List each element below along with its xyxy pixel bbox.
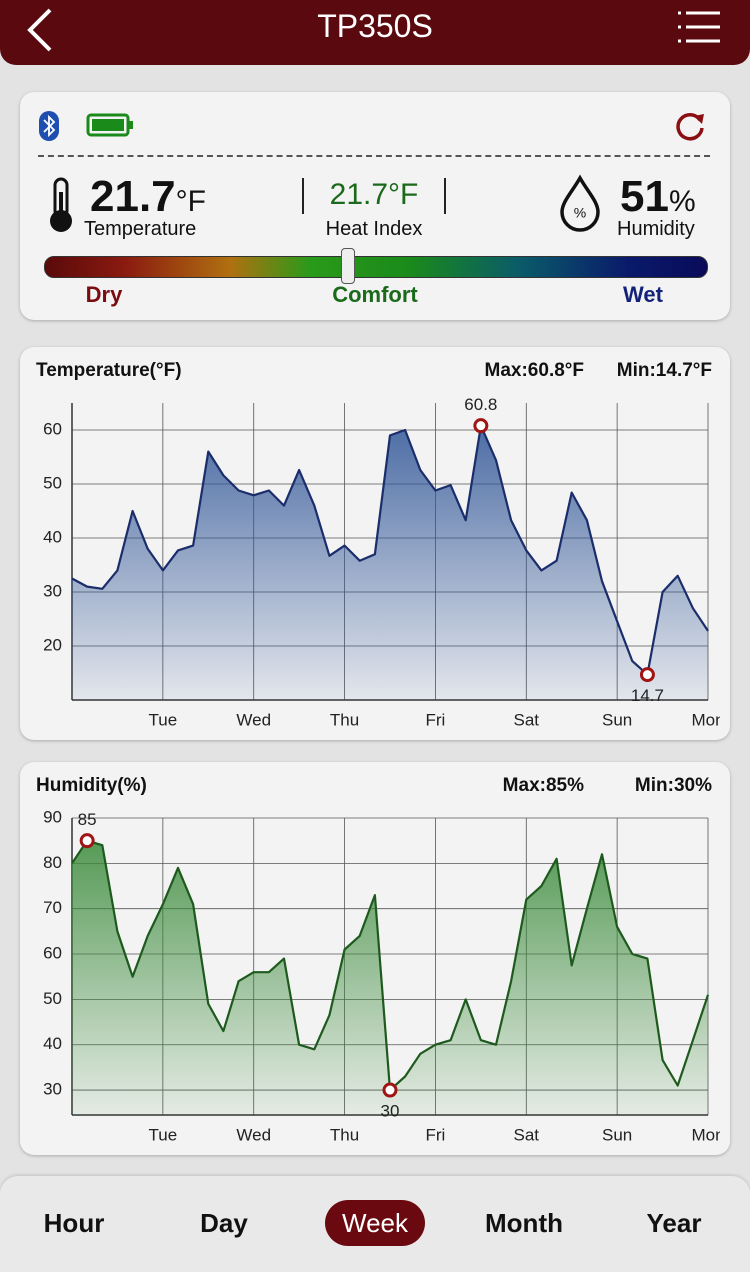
max-label: Max:85%: [503, 775, 584, 796]
temperature-value: 21.7°F: [90, 172, 206, 222]
max-label: Max:60.8°F: [485, 360, 584, 381]
comfort-bar: [44, 256, 708, 278]
min-label: Min:30%: [635, 775, 712, 796]
tab[interactable]: Week: [325, 1200, 425, 1246]
tab[interactable]: Hour: [43, 1208, 105, 1238]
x-tick-label: Thu: [330, 710, 359, 729]
humidity-card: Humidity(%) Max:85% Min:30% 30 40 50 60 70 80 90 T…: [20, 762, 730, 1155]
temperature-chart: Temperature(°F) Max:60.8°F Min:14.7°F 20 30 4…: [36, 360, 725, 729]
humidity-value: 51%: [620, 172, 696, 222]
chart-title: Temperature(°F): [36, 360, 182, 381]
x-tick-label: Fri: [426, 1125, 446, 1144]
refresh-button[interactable]: [672, 108, 708, 144]
extreme-marker: [79, 833, 95, 849]
extreme-label: 30: [381, 1102, 400, 1121]
y-tick-label: 90: [43, 807, 62, 826]
x-tick-label: Sat: [514, 710, 540, 729]
separator: [302, 178, 304, 214]
x-tick-label: Thu: [330, 1125, 359, 1144]
y-tick-label: 60: [43, 944, 62, 963]
extreme-label: 85: [78, 810, 97, 829]
y-tick-label: 40: [43, 527, 62, 546]
humidity-label: Humidity: [617, 218, 695, 240]
y-tick-label: 40: [43, 1034, 62, 1053]
temperature-label: Temperature: [84, 218, 197, 240]
line: [71, 424, 709, 676]
extreme-marker: [473, 418, 489, 434]
x-tick-label: Mon: [691, 710, 720, 729]
x-tick-label: Sun: [602, 1125, 632, 1144]
extreme-label: 14.7: [631, 686, 664, 705]
tab[interactable]: Day: [200, 1208, 248, 1238]
svg-text:%: %: [574, 205, 586, 221]
humidity-icon: %: [560, 174, 600, 232]
battery-icon: [86, 113, 133, 137]
tab[interactable]: Month: [485, 1208, 563, 1238]
separator: [444, 178, 446, 214]
header-title: TP350S: [317, 8, 433, 44]
humidity-chart: Humidity(%) Max:85% Min:30% 30 40 50 60 70 80 90 T…: [36, 775, 725, 1144]
tab[interactable]: Year: [646, 1208, 702, 1238]
y-tick-label: 70: [43, 898, 62, 917]
x-tick-label: Wed: [236, 710, 271, 729]
back-button[interactable]: [22, 6, 58, 54]
scale-label: Dry: [85, 282, 123, 307]
scale-label: Comfort: [332, 282, 418, 307]
extreme-marker: [639, 667, 655, 683]
tab-bar: Hour Day Week Month Year: [0, 1176, 750, 1272]
area-fill: [72, 425, 708, 700]
extreme-marker: [382, 1082, 398, 1098]
x-tick-label: Fri: [426, 710, 446, 729]
y-tick-label: 50: [43, 989, 62, 1008]
header: TP350S: [0, 0, 750, 65]
bluetooth-icon: [39, 111, 59, 141]
x-tick-label: Tue: [149, 1125, 178, 1144]
x-tick-label: Sat: [514, 1125, 540, 1144]
humidity-number: 51: [620, 172, 669, 221]
menu-button[interactable]: [676, 10, 722, 46]
x-tick-label: Sun: [602, 710, 632, 729]
y-tick-label: 30: [43, 581, 62, 600]
thermometer-icon: [50, 177, 72, 232]
x-tick-label: Wed: [236, 1125, 271, 1144]
x-tick-label: Mon: [691, 1125, 720, 1144]
divider: [38, 155, 710, 157]
temperature-number: 21.7: [90, 172, 176, 221]
heat-index-label: Heat Index: [325, 218, 423, 240]
y-tick-label: 50: [43, 473, 62, 492]
y-tick-label: 30: [43, 1080, 62, 1099]
area-fill: [72, 840, 708, 1115]
status-card: 21.7°F Temperature 21.7°F Heat Index % 5…: [20, 92, 730, 320]
comfort-thumb: [341, 248, 355, 284]
y-tick-label: 20: [43, 635, 62, 654]
y-tick-label: 60: [43, 419, 62, 438]
x-tick-label: Tue: [149, 710, 178, 729]
chart-title: Humidity(%): [36, 775, 147, 796]
humidity-unit: %: [668, 185, 696, 218]
temperature-unit: °F: [175, 185, 206, 218]
min-label: Min:14.7°F: [617, 360, 712, 381]
heat-index-value: 21.7°F: [329, 178, 419, 211]
y-tick-label: 80: [43, 853, 62, 872]
extreme-label: 60.8: [464, 395, 497, 414]
scale-label: Wet: [623, 282, 663, 307]
temperature-card: Temperature(°F) Max:60.8°F Min:14.7°F 20 30 4…: [20, 347, 730, 740]
